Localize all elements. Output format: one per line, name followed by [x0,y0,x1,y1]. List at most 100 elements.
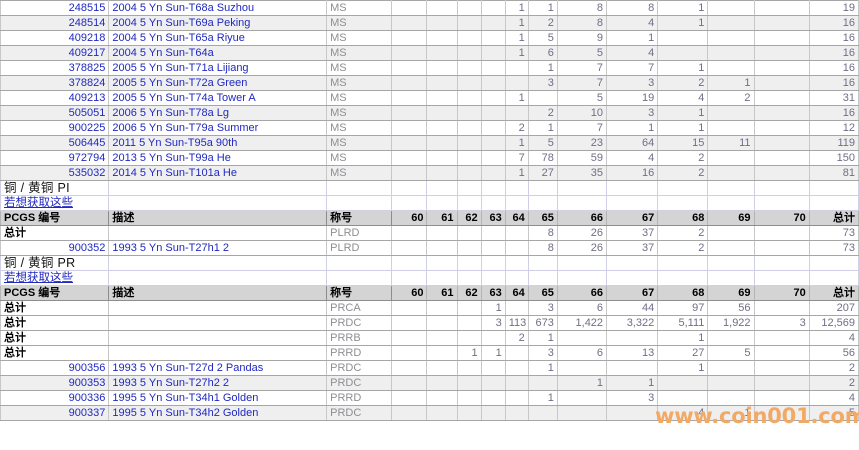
table-row: 900352 1993 5 Yn Sun-T27h1 2 PLRD 8 26 37 2 73 [0,240,859,256]
cell-description[interactable] [108,330,328,346]
cell-pcgs-number[interactable]: 505051 [0,105,110,121]
header-total[interactable]: 总计 [808,285,859,301]
cell-grade-64: 1 [504,45,529,61]
cell-pcgs-number[interactable]: 900352 [0,240,110,256]
cell-description[interactable]: 2005 5 Yn Sun-T72a Green [108,75,328,91]
header-grade-65[interactable]: 65 [527,210,558,226]
cell-description[interactable]: 1993 5 Yn Sun-T27h2 2 [108,375,328,391]
table-row: 248515 2004 5 Yn Sun-T68a Suzhou MS 1 1 8 8 1 19 [0,0,859,16]
cell-grade-62 [456,90,482,106]
request-data-row: 若想获取这些 [0,195,859,211]
header-grade-68[interactable]: 68 [657,285,709,301]
cell-pcgs-number[interactable]: 409218 [0,30,110,46]
request-row-pad3 [606,270,659,286]
cell-pcgs-number[interactable]: 总计 [0,330,110,346]
cell-grade-60 [391,390,428,406]
cell-description[interactable]: 2005 5 Yn Sun-T74a Tower A [108,90,328,106]
cell-pcgs-number[interactable]: 900225 [0,120,110,136]
cell-description[interactable]: 2013 5 Yn Sun-T99a He [108,150,328,166]
cell-grade-67: 37 [606,225,659,241]
cell-description[interactable]: 2014 5 Yn Sun-T101a He [108,165,328,181]
cell-grade-61 [426,405,458,421]
header-grade-designation[interactable]: 称号 [326,285,393,301]
cell-grade-63 [480,165,506,181]
header-grade-66[interactable]: 66 [556,285,608,301]
header-total[interactable]: 总计 [808,210,859,226]
cell-grade-70 [753,135,810,151]
section-caption-pad [456,180,482,196]
section-caption-pad [527,255,558,271]
header-grade-68[interactable]: 68 [657,210,709,226]
request-data-link[interactable]: 若想获取这些 [0,270,110,286]
cell-grade-69 [707,150,755,166]
header-grade-67[interactable]: 67 [606,210,659,226]
header-grade-64[interactable]: 64 [504,285,529,301]
header-grade-62[interactable]: 62 [456,210,482,226]
cell-pcgs-number[interactable]: 248515 [0,0,110,16]
header-grade-60[interactable]: 60 [391,210,428,226]
header-grade-63[interactable]: 63 [480,210,506,226]
cell-description[interactable]: 1993 5 Yn Sun-T27d 2 Pandas [108,360,328,376]
header-grade-62[interactable]: 62 [456,285,482,301]
header-grade-70[interactable]: 70 [753,285,810,301]
cell-description[interactable] [108,300,328,316]
cell-pcgs-number[interactable]: 900356 [0,360,110,376]
cell-grade-68 [657,390,709,406]
table-row: 535032 2014 5 Yn Sun-T101a He MS 1 27 35 16 2 81 [0,165,859,181]
cell-pcgs-number[interactable]: 409213 [0,90,110,106]
cell-description[interactable]: 2004 5 Yn Sun-T64a [108,45,328,61]
header-grade-67[interactable]: 67 [606,285,659,301]
cell-description[interactable] [108,225,328,241]
cell-description[interactable]: 2006 5 Yn Sun-T79a Summer [108,120,328,136]
header-pcgs-number[interactable]: PCGS 编号 [0,210,110,226]
cell-pcgs-number[interactable]: 总计 [0,225,110,241]
cell-pcgs-number[interactable]: 900353 [0,375,110,391]
cell-pcgs-number[interactable]: 900336 [0,390,110,406]
cell-pcgs-number[interactable]: 972794 [0,150,110,166]
cell-description[interactable]: 2004 5 Yn Sun-T69a Peking [108,15,328,31]
cell-description[interactable] [108,315,328,331]
header-grade-60[interactable]: 60 [391,285,428,301]
request-data-link[interactable]: 若想获取这些 [0,195,110,211]
cell-pcgs-number[interactable]: 378824 [0,75,110,91]
section-caption-pad [606,180,659,196]
request-row-pad3 [480,195,506,211]
section-caption-pad [426,255,458,271]
cell-description[interactable]: 2005 5 Yn Sun-T71a Lijiang [108,60,328,76]
header-grade-70[interactable]: 70 [753,210,810,226]
cell-pcgs-number[interactable]: 248514 [0,15,110,31]
cell-description[interactable]: 1995 5 Yn Sun-T34h2 Golden [108,405,328,421]
cell-grade-63 [480,330,506,346]
header-description[interactable]: 描述 [108,285,328,301]
cell-description[interactable]: 1995 5 Yn Sun-T34h1 Golden [108,390,328,406]
cell-pcgs-number[interactable]: 总计 [0,315,110,331]
cell-pcgs-number[interactable]: 总计 [0,300,110,316]
cell-pcgs-number[interactable]: 总计 [0,345,110,361]
cell-pcgs-number[interactable]: 535032 [0,165,110,181]
header-grade-66[interactable]: 66 [556,210,608,226]
header-grade-69[interactable]: 69 [707,210,755,226]
header-pcgs-number[interactable]: PCGS 编号 [0,285,110,301]
cell-grade-66: 8 [556,15,608,31]
cell-description[interactable]: 2006 5 Yn Sun-T78a Lg [108,105,328,121]
cell-grade-67: 8 [606,0,659,16]
header-grade-63[interactable]: 63 [480,285,506,301]
header-grade-61[interactable]: 61 [426,210,458,226]
cell-pcgs-number[interactable]: 378825 [0,60,110,76]
section-caption: 铜 / 黄铜 PI [0,180,110,196]
cell-description[interactable]: 1993 5 Yn Sun-T27h1 2 [108,240,328,256]
cell-pcgs-number[interactable]: 900337 [0,405,110,421]
cell-description[interactable]: 2011 5 Yn Sun-T95a 90th [108,135,328,151]
header-grade-designation[interactable]: 称号 [326,210,393,226]
header-grade-65[interactable]: 65 [527,285,558,301]
cell-pcgs-number[interactable]: 506445 [0,135,110,151]
cell-description[interactable]: 2004 5 Yn Sun-T68a Suzhou [108,0,328,16]
header-grade-64[interactable]: 64 [504,210,529,226]
cell-description[interactable]: 2004 5 Yn Sun-T65a Riyue [108,30,328,46]
cell-description[interactable] [108,345,328,361]
cell-grade-65: 5 [527,135,558,151]
cell-pcgs-number[interactable]: 409217 [0,45,110,61]
header-grade-61[interactable]: 61 [426,285,458,301]
header-description[interactable]: 描述 [108,210,328,226]
header-grade-69[interactable]: 69 [707,285,755,301]
